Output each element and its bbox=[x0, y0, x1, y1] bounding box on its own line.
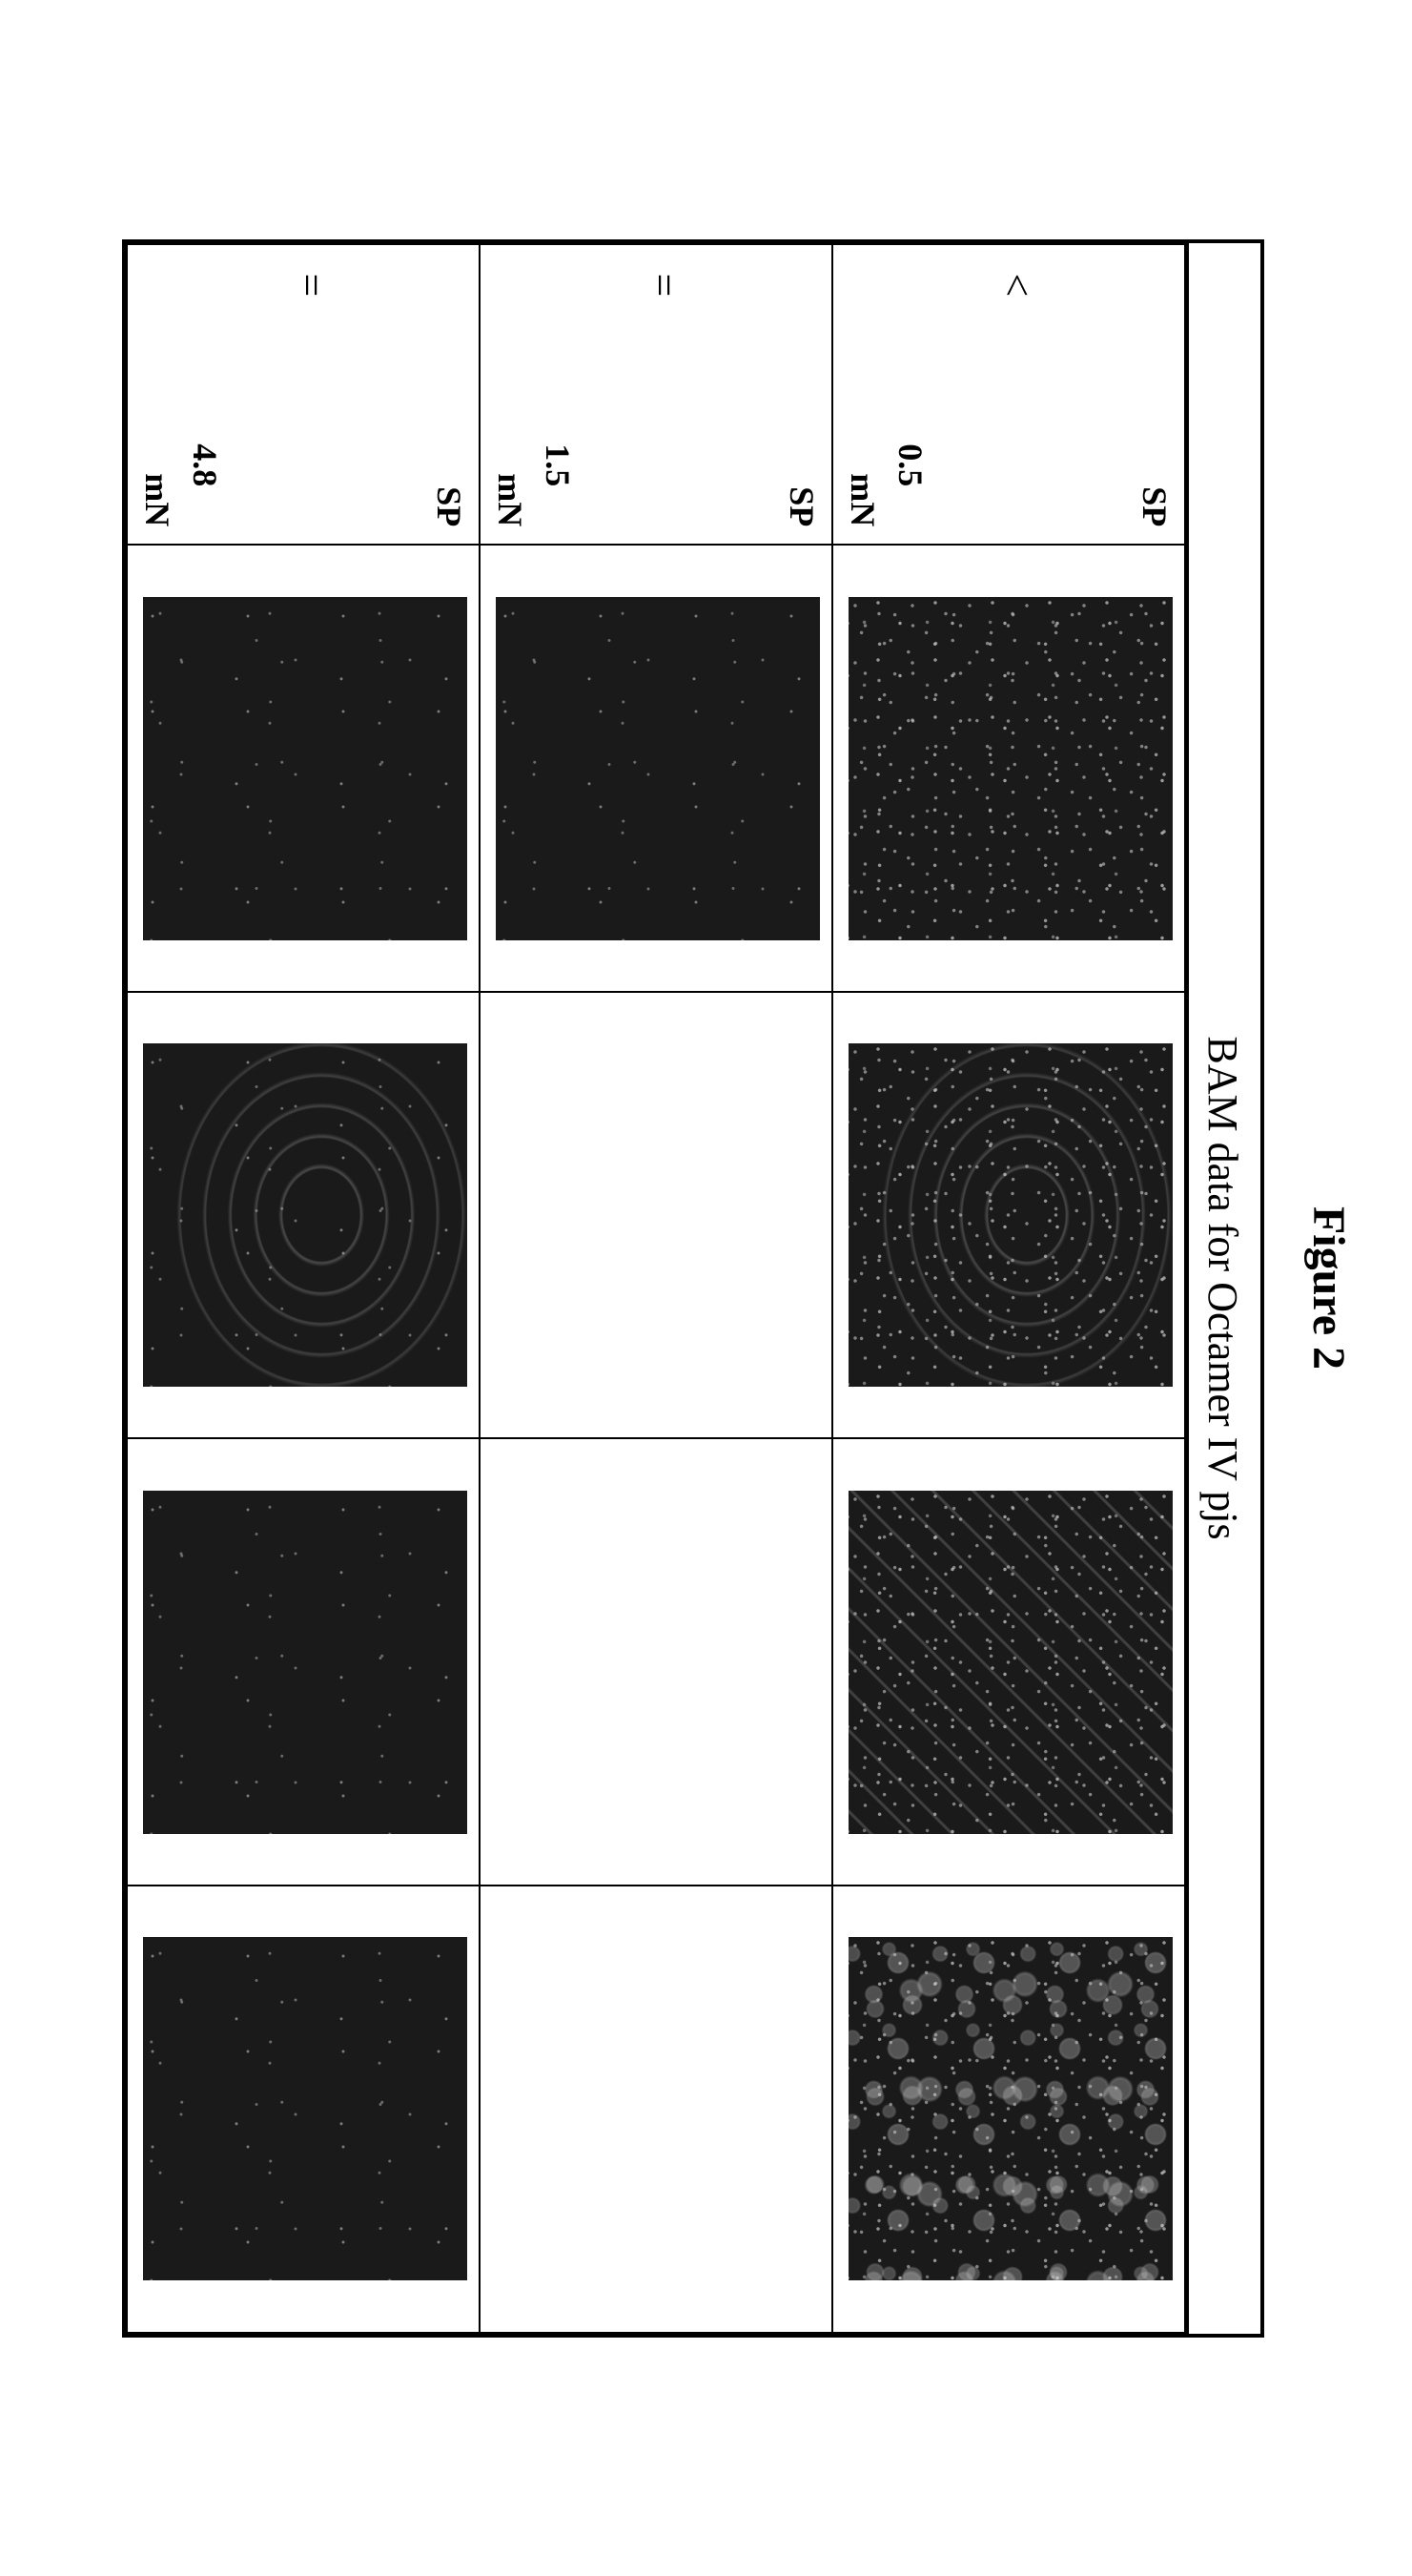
sp-operator: = bbox=[640, 274, 688, 298]
bam-image bbox=[849, 1937, 1173, 2280]
grid-row: SP = 4.8mN bbox=[127, 244, 480, 2333]
sp-label: SP bbox=[429, 486, 469, 526]
grid-row: SP <0.5mN bbox=[832, 244, 1185, 2333]
bam-grid: SP<0.5mNSP=1.5mNSP=4.8mN bbox=[126, 243, 1186, 2334]
figure-container: Figure 2 BAM data for Octamer IV pjs SP <… bbox=[0, 0, 1412, 2576]
grid-cell bbox=[832, 1438, 1185, 1886]
sp-operator: < bbox=[992, 274, 1041, 298]
grid-cell bbox=[480, 1438, 832, 1886]
grid-row: SP = 1.5mN bbox=[480, 244, 832, 2333]
grid-cell bbox=[480, 1886, 832, 2333]
figure-subtitle: BAM data for Octamer IV pjs bbox=[1186, 243, 1260, 2334]
grid-cell bbox=[832, 545, 1185, 992]
row-label-cell: SP <0.5mN bbox=[832, 244, 1185, 546]
bam-image bbox=[496, 597, 820, 940]
grid-cell bbox=[127, 1438, 480, 1886]
row-label-cell: SP = 4.8mN bbox=[127, 244, 480, 546]
sp-label: SP bbox=[1135, 486, 1175, 526]
bam-image bbox=[143, 1937, 467, 2280]
sp-value: 4.8 bbox=[185, 443, 225, 486]
grid-cell bbox=[480, 992, 832, 1439]
sp-value: 1.5 bbox=[538, 443, 578, 486]
bam-image bbox=[143, 1491, 467, 1834]
bam-image bbox=[849, 597, 1173, 940]
grid-cell bbox=[127, 545, 480, 992]
bam-image bbox=[143, 597, 467, 940]
grid-cell bbox=[832, 992, 1185, 1439]
sp-unit: mN bbox=[490, 473, 530, 526]
grid-cell bbox=[832, 1886, 1185, 2333]
bam-image bbox=[849, 1043, 1173, 1387]
bam-image bbox=[143, 1043, 467, 1387]
sp-value: 0.5 bbox=[890, 443, 931, 486]
sp-unit: mN bbox=[843, 473, 883, 526]
grid-cell bbox=[127, 992, 480, 1439]
sp-operator: = bbox=[287, 274, 336, 298]
bam-image bbox=[849, 1491, 1173, 1834]
grid-cell bbox=[480, 545, 832, 992]
row-label-cell: SP = 1.5mN bbox=[480, 244, 832, 546]
sp-unit: mN bbox=[137, 473, 177, 526]
figure-frame: BAM data for Octamer IV pjs SP<0.5mNSP=1… bbox=[122, 239, 1264, 2338]
grid-cell bbox=[127, 1886, 480, 2333]
sp-label: SP bbox=[782, 486, 822, 526]
figure-title: Figure 2 bbox=[1302, 1206, 1355, 1370]
